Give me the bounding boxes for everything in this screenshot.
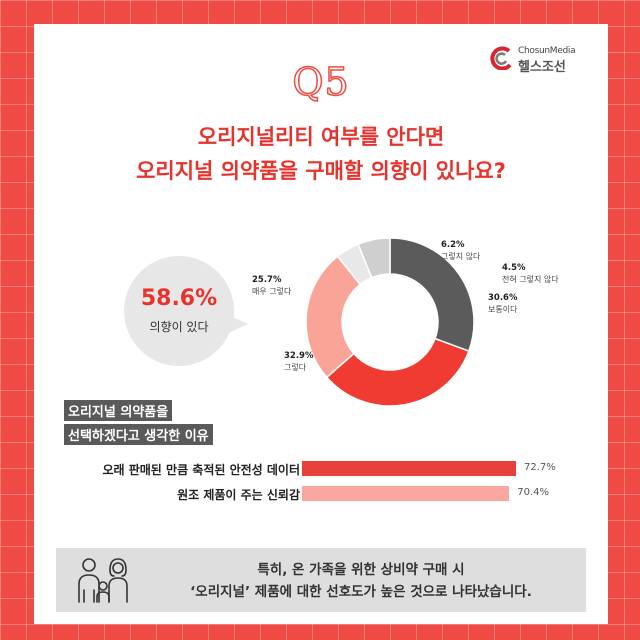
reasons-heading: 오리지널 의약품을 선택하겠다고 생각한 이유 <box>64 400 213 448</box>
slice-value-4: 32.9% <box>284 351 314 361</box>
bar-value-2: 70.4% <box>517 487 549 498</box>
infographic-card: ChosunMedia 헬스조선 Q5 오리지널리티 여부를 안다면 오리지널 … <box>34 24 608 624</box>
family-icon <box>78 558 128 603</box>
slice-value-3: 30.6% <box>488 293 518 303</box>
highlight-label: 의향이 있다 <box>149 320 209 334</box>
donut-slice-4 <box>325 337 470 407</box>
brand-name-en: ChosunMedia <box>518 46 576 56</box>
slice-name-1: 그렇지 않다 <box>441 252 481 261</box>
highlight-bubble: 58.6% 의향이 있다 <box>124 256 234 366</box>
reasons-heading-line-2: 선택하겠다고 생각한 이유 <box>64 424 213 445</box>
slice-label-5: 25.7% 매우 그렇다 <box>252 274 291 298</box>
slice-value-5: 25.7% <box>252 275 282 285</box>
highlight-value: 58.6% <box>140 286 218 311</box>
question-title: 오리지널리티 여부를 안다면 오리지널 의약품을 구매할 의향이 있나요? <box>34 120 608 188</box>
slice-label-2: 4.5% 전혀 그렇지 않다 <box>502 262 559 286</box>
reasons-heading-line-1: 오리지널 의약품을 <box>64 400 173 421</box>
footer-line-2: ‘오리지널’ 제품에 대한 선호도가 높은 것으로 나타났습니다. <box>190 584 532 600</box>
bar-row-2: 원조 제품이 주는 신뢰감 70.4% <box>34 484 608 504</box>
question-title-line-2: 오리지널 의약품을 구매할 의향이 있나요? <box>136 159 506 183</box>
brand-logo: ChosunMedia 헬스조선 <box>490 46 586 75</box>
donut-slice-3 <box>389 237 475 353</box>
slice-label-1: 6.2% 그렇지 않다 <box>441 239 480 263</box>
slice-name-4: 그렇다 <box>284 363 307 372</box>
bar-label-2: 원조 제품이 주는 신뢰감 <box>177 488 300 502</box>
bar-2 <box>302 486 510 501</box>
slice-label-4: 32.9% 그렇다 <box>284 350 314 374</box>
bar-row-1: 오래 판매된 만큼 축적된 안전성 데이터 72.7% <box>34 459 608 479</box>
brand-name-ko: 헬스조선 <box>518 60 566 75</box>
chosun-logo-icon <box>490 46 512 70</box>
slice-name-2: 전혀 그렇지 않다 <box>502 275 559 284</box>
slice-name-5: 매우 그렇다 <box>252 287 292 296</box>
footer-note: 특히, 온 가족을 위한 상비약 구매 시 ‘오리지널’ 제품에 대한 선호도가… <box>56 548 586 612</box>
question-number: Q5 <box>292 59 350 105</box>
bar-1 <box>302 461 516 476</box>
footer-line-1: 특히, 온 가족을 위한 상비약 구매 시 <box>257 562 465 578</box>
donut-chart <box>305 237 475 407</box>
slice-value-1: 6.2% <box>441 240 465 250</box>
bar-value-1: 72.7% <box>524 462 556 473</box>
bar-label-1: 오래 판매된 만큼 축적된 안전성 데이터 <box>102 463 300 477</box>
slice-name-3: 보통이다 <box>488 305 518 314</box>
slice-value-2: 4.5% <box>502 263 526 273</box>
footer-text: 특히, 온 가족을 위한 상비약 구매 시 ‘오리지널’ 제품에 대한 선호도가… <box>146 559 576 603</box>
question-title-line-1: 오리지널리티 여부를 안다면 <box>197 125 445 149</box>
slice-label-3: 30.6% 보통이다 <box>488 292 518 316</box>
donut-slice-1 <box>357 237 391 279</box>
